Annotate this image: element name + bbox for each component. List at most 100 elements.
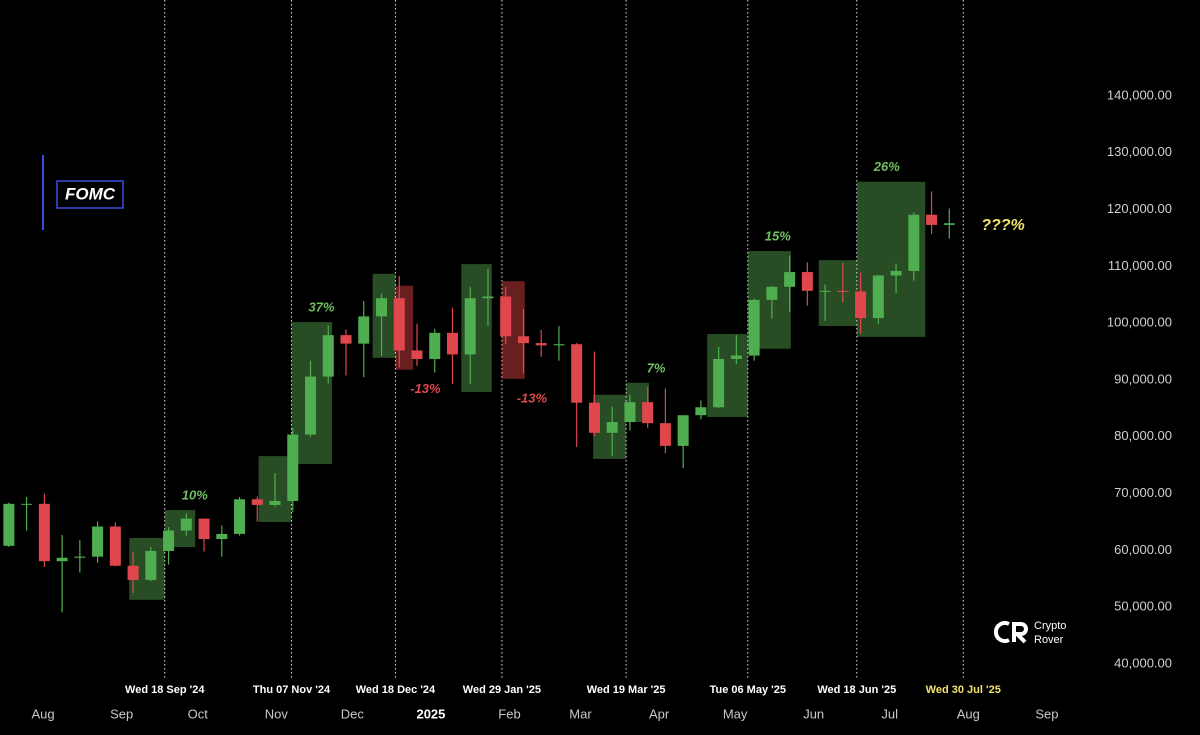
candle-body: [180, 518, 192, 531]
candle-body: [588, 402, 600, 433]
candle-body: [500, 296, 512, 337]
x-tick-label: Jun: [803, 706, 824, 721]
y-tick-label: 40,000.00: [1114, 655, 1172, 670]
y-tick-label: 60,000.00: [1114, 542, 1172, 557]
candle-body: [411, 350, 423, 359]
candle-body: [748, 299, 760, 356]
candle-body: [216, 533, 228, 540]
candle-body: [837, 290, 849, 292]
candle-body: [198, 518, 210, 540]
move-label: 15%: [765, 228, 791, 243]
move-label: -13%: [410, 381, 441, 396]
candle-body: [730, 355, 742, 359]
watermark: Rover: [1034, 634, 1064, 646]
candle-body: [446, 332, 458, 355]
candle-body: [287, 434, 299, 501]
event-label: Thu 07 Nov '24: [253, 684, 331, 696]
candle-body: [553, 344, 565, 346]
candle-body: [659, 423, 671, 446]
move-label: 26%: [873, 159, 900, 174]
candle-body: [251, 499, 263, 505]
candle-body: [358, 316, 370, 344]
candle-body: [375, 298, 388, 317]
move-label: -13%: [517, 390, 548, 405]
candle-body: [606, 422, 618, 433]
logo-r: [1012, 622, 1028, 644]
y-tick-label: 120,000.00: [1107, 201, 1172, 216]
x-tick-label: May: [723, 706, 748, 721]
candle-body: [801, 272, 813, 291]
y-tick-label: 110,000.00: [1108, 258, 1172, 273]
candle-body: [234, 499, 246, 534]
logo: [993, 621, 1028, 644]
candle-body: [3, 503, 15, 546]
candle-body: [21, 503, 33, 505]
candle-body: [127, 565, 139, 580]
x-tick-label: Apr: [649, 706, 670, 721]
x-tick-label: Mar: [569, 706, 592, 721]
x-tick-label: Aug: [32, 706, 55, 721]
candle-body: [872, 275, 884, 319]
legend-label: FOMC: [65, 184, 116, 203]
y-tick-label: 90,000.00: [1114, 371, 1172, 386]
candle-body: [109, 526, 121, 566]
move-label: 37%: [308, 299, 334, 314]
candle-body: [269, 500, 281, 505]
candle-body: [713, 358, 725, 408]
candle-body: [305, 376, 317, 435]
event-label: Wed 29 Jan '25: [463, 684, 541, 696]
candle-body: [855, 291, 867, 319]
candle-body: [74, 556, 86, 558]
candle-body: [642, 402, 654, 424]
x-tick-label: Aug: [957, 706, 980, 721]
candle-body: [784, 272, 796, 287]
fomc-box: [818, 260, 857, 327]
event-label: Wed 19 Mar '25: [587, 684, 666, 696]
x-tick-label: Oct: [188, 706, 209, 721]
candle-body: [340, 335, 352, 344]
x-tick-label: Dec: [341, 706, 365, 721]
candle-body: [464, 298, 476, 355]
candle-body: [163, 530, 175, 551]
candle-body: [56, 557, 68, 562]
candle-body: [482, 296, 494, 299]
y-tick-label: 50,000.00: [1114, 599, 1172, 614]
x-tick-label: Nov: [265, 706, 289, 721]
event-label: Tue 06 May '25: [710, 684, 786, 696]
candle-body: [695, 407, 707, 416]
candle-body: [890, 270, 902, 276]
candle-body: [38, 503, 50, 562]
candle-body: [429, 332, 441, 359]
candle-body: [92, 526, 104, 557]
y-tick-label: 80,000.00: [1114, 428, 1172, 443]
y-tick-label: 130,000.00: [1107, 144, 1172, 159]
y-tick-label: 100,000.00: [1107, 315, 1172, 330]
x-tick-label: Sep: [1035, 706, 1058, 721]
x-tick-label: Feb: [498, 706, 520, 721]
move-label: 10%: [182, 488, 208, 503]
x-tick-label: 2025: [416, 706, 445, 721]
candle-body: [322, 335, 334, 377]
candle-body: [677, 415, 689, 446]
move-label: 7%: [647, 360, 666, 375]
annotation: ???%: [981, 217, 1025, 234]
candle-body: [943, 223, 955, 225]
candle-body: [145, 550, 157, 580]
logo-c: [993, 621, 1010, 643]
y-tick-label: 140,000.00: [1107, 87, 1172, 102]
y-tick-label: 70,000.00: [1114, 485, 1172, 500]
candle-body: [926, 214, 938, 225]
candle-body: [766, 286, 778, 300]
candle-body: [908, 214, 920, 271]
candle-body: [517, 336, 529, 344]
event-label: Wed 18 Dec '24: [356, 684, 436, 696]
event-label: Wed 30 Jul '25: [926, 684, 1001, 696]
legend-box: [56, 180, 124, 209]
candle-body: [624, 402, 636, 423]
candle-body: [393, 298, 405, 351]
x-tick-label: Jul: [881, 706, 898, 721]
candle-body: [571, 344, 583, 403]
